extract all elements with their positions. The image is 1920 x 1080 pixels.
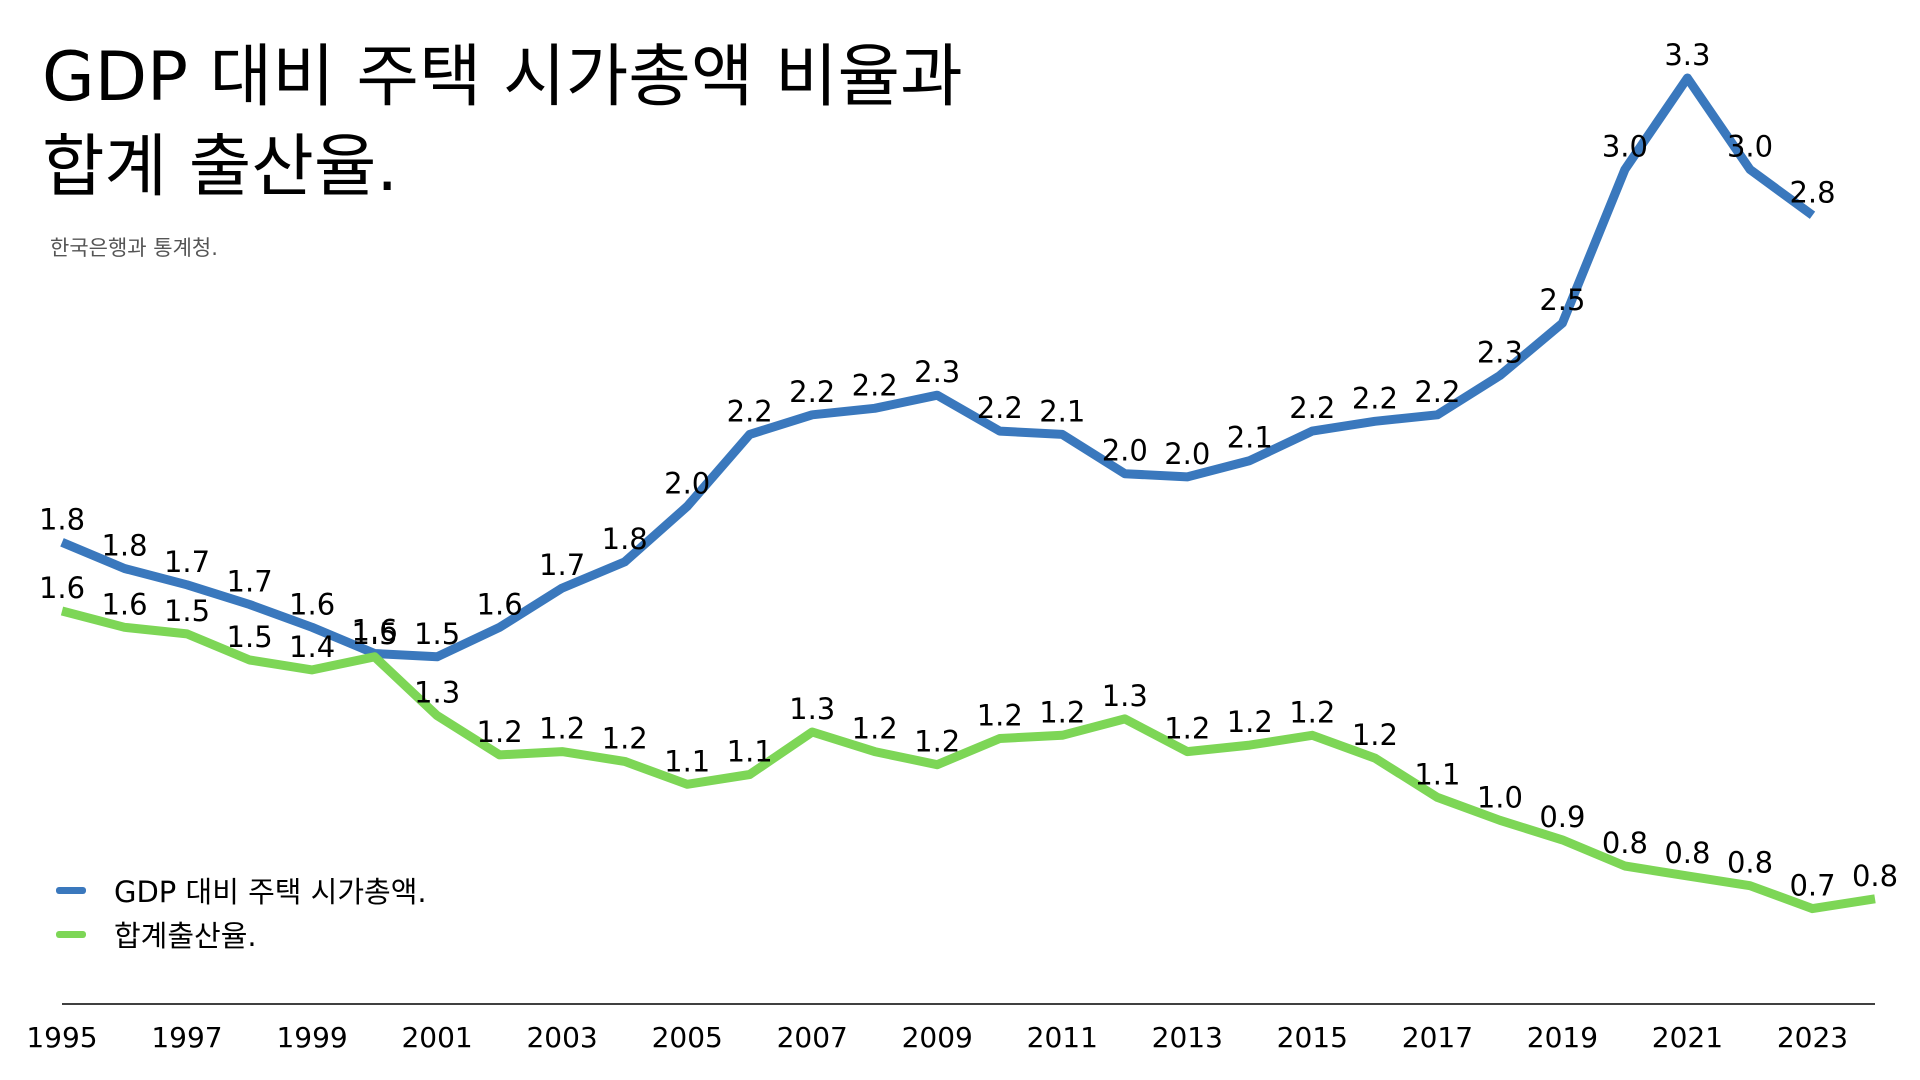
data-label-gdp-ratio-2005: 2.0 xyxy=(664,466,710,500)
data-label-gdp-ratio-1997: 1.7 xyxy=(164,545,210,579)
x-tick-label-1999: 1999 xyxy=(276,1021,347,1054)
chart-title-line-1: GDP 대비 주택 시가총액 비율과 xyxy=(42,38,963,117)
data-label-gdp-ratio-2014: 2.1 xyxy=(1227,421,1273,455)
data-label-gdp-ratio-2016: 2.2 xyxy=(1352,381,1398,415)
data-label-fertility-rate-2014: 1.2 xyxy=(1227,705,1273,739)
data-label-fertility-rate-2012: 1.3 xyxy=(1102,679,1148,713)
data-label-gdp-ratio-2004: 1.8 xyxy=(602,522,648,556)
series-layer xyxy=(60,73,1876,914)
x-tick-label-2021: 2021 xyxy=(1652,1021,1723,1054)
chart-subtitle: 한국은행과 통계청. xyxy=(50,236,218,260)
x-tick-label-2013: 2013 xyxy=(1152,1021,1223,1054)
data-label-fertility-rate-2001: 1.3 xyxy=(414,676,460,710)
data-label-gdp-ratio-2009: 2.3 xyxy=(914,355,960,389)
x-tick-label-2011: 2011 xyxy=(1027,1021,1098,1054)
data-label-fertility-rate-2016: 1.2 xyxy=(1352,718,1398,752)
data-label-fertility-rate-2002: 1.2 xyxy=(477,715,523,749)
data-label-fertility-rate-2013: 1.2 xyxy=(1164,712,1210,746)
data-label-fertility-rate-2006: 1.1 xyxy=(727,735,773,769)
legend-label-gdp-ratio: GDP 대비 주택 시가총액. xyxy=(114,875,427,909)
data-label-gdp-ratio-2000: 1.6 xyxy=(352,614,398,648)
data-label-fertility-rate-1997: 1.5 xyxy=(164,594,210,628)
data-label-gdp-ratio-2020: 3.0 xyxy=(1602,130,1648,164)
data-label-gdp-ratio-2012: 2.0 xyxy=(1102,434,1148,468)
data-label-gdp-ratio-2015: 2.2 xyxy=(1289,391,1335,425)
data-label-gdp-ratio-2023: 2.8 xyxy=(1789,175,1835,209)
data-label-gdp-ratio-2018: 2.3 xyxy=(1477,336,1523,370)
x-tick-layer: 1995 1997 1999 2001 2003 2005 2007 2009 2011 2013… xyxy=(26,1021,1848,1054)
data-label-fertility-rate-1995: 1.6 xyxy=(39,571,85,605)
x-tick-label-2005: 2005 xyxy=(652,1021,723,1054)
series-line-gdp-ratio xyxy=(60,73,1816,662)
data-label-fertility-rate-2004: 1.2 xyxy=(602,721,648,755)
data-label-fertility-rate-2018: 1.0 xyxy=(1477,780,1523,814)
x-tick-label-2019: 2019 xyxy=(1527,1021,1598,1054)
data-label-gdp-ratio-2008: 2.2 xyxy=(852,368,898,402)
data-label-fertility-rate-1999: 1.4 xyxy=(289,630,335,664)
data-label-gdp-ratio-2007: 2.2 xyxy=(789,375,835,409)
data-label-gdp-ratio-2022: 3.0 xyxy=(1727,130,1773,164)
data-label-gdp-ratio-2002: 1.6 xyxy=(477,587,523,621)
x-tick-label-2015: 2015 xyxy=(1277,1021,1348,1054)
legend-item-fertility-rate: 합계출산율. xyxy=(56,912,427,956)
data-label-fertility-rate-1998: 1.5 xyxy=(227,620,273,654)
chart-title-line-2: 합계 출산율. xyxy=(42,128,399,207)
legend-swatch-fertility-rate xyxy=(56,930,86,938)
legend: GDP 대비 주택 시가총액. 합계출산율. xyxy=(56,868,427,956)
data-label-gdp-ratio-2011: 2.1 xyxy=(1039,394,1085,428)
x-tick-label-2023: 2023 xyxy=(1777,1021,1848,1054)
data-label-fertility-rate-2021: 0.8 xyxy=(1664,836,1710,870)
data-label-fertility-rate-2020: 0.8 xyxy=(1602,826,1648,860)
x-tick-label-1997: 1997 xyxy=(151,1021,222,1054)
data-label-gdp-ratio-2017: 2.2 xyxy=(1414,375,1460,409)
legend-label-fertility-rate: 합계출산율. xyxy=(114,919,257,953)
data-label-gdp-ratio-2021: 3.3 xyxy=(1664,38,1710,72)
x-tick-label-2017: 2017 xyxy=(1402,1021,1473,1054)
data-label-fertility-rate-2000: 1.5 xyxy=(352,617,398,651)
data-label-fertility-rate-2009: 1.2 xyxy=(914,725,960,759)
data-label-fertility-rate-2022: 0.8 xyxy=(1727,846,1773,880)
legend-item-gdp-ratio: GDP 대비 주택 시가총액. xyxy=(56,868,427,912)
data-label-gdp-ratio-2019: 2.5 xyxy=(1539,283,1585,317)
data-label-fertility-rate-2007: 1.3 xyxy=(789,692,835,726)
data-label-gdp-ratio-2001: 1.5 xyxy=(414,617,460,651)
data-label-fertility-rate-2005: 1.1 xyxy=(664,744,710,778)
x-tick-label-2007: 2007 xyxy=(777,1021,848,1054)
data-label-fertility-rate-2008: 1.2 xyxy=(852,712,898,746)
data-label-gdp-ratio-2010: 2.2 xyxy=(977,391,1023,425)
data-label-fertility-rate-1996: 1.6 xyxy=(101,587,147,621)
data-label-fertility-rate-2003: 1.2 xyxy=(539,712,585,746)
data-label-fertility-rate-2024: 0.8 xyxy=(1852,859,1898,893)
data-label-gdp-ratio-1998: 1.7 xyxy=(227,565,273,599)
data-label-gdp-ratio-2006: 2.2 xyxy=(727,394,773,428)
data-label-fertility-rate-2011: 1.2 xyxy=(1039,695,1085,729)
data-label-fertility-rate-2010: 1.2 xyxy=(977,699,1023,733)
data-label-fertility-rate-2023: 0.7 xyxy=(1789,869,1835,903)
x-tick-label-1995: 1995 xyxy=(26,1021,97,1054)
series-line-fertility-rate xyxy=(60,606,1876,914)
x-tick-label-2003: 2003 xyxy=(526,1021,597,1054)
data-label-fertility-rate-2017: 1.1 xyxy=(1414,757,1460,791)
data-label-gdp-ratio-1999: 1.6 xyxy=(289,587,335,621)
data-label-gdp-ratio-1996: 1.8 xyxy=(101,529,147,563)
legend-swatch-gdp-ratio xyxy=(56,886,86,894)
data-label-fertility-rate-2019: 0.9 xyxy=(1539,800,1585,834)
data-label-gdp-ratio-2003: 1.7 xyxy=(539,548,585,582)
data-label-layer: 1.81.8 1.71.71.61.6 1.51.61.71.82.02.22.2 2… xyxy=(39,38,1898,903)
data-label-gdp-ratio-2013: 2.0 xyxy=(1164,437,1210,471)
x-tick-label-2001: 2001 xyxy=(401,1021,472,1054)
x-tick-label-2009: 2009 xyxy=(902,1021,973,1054)
data-label-gdp-ratio-1995: 1.8 xyxy=(39,502,85,536)
data-label-fertility-rate-2015: 1.2 xyxy=(1289,695,1335,729)
